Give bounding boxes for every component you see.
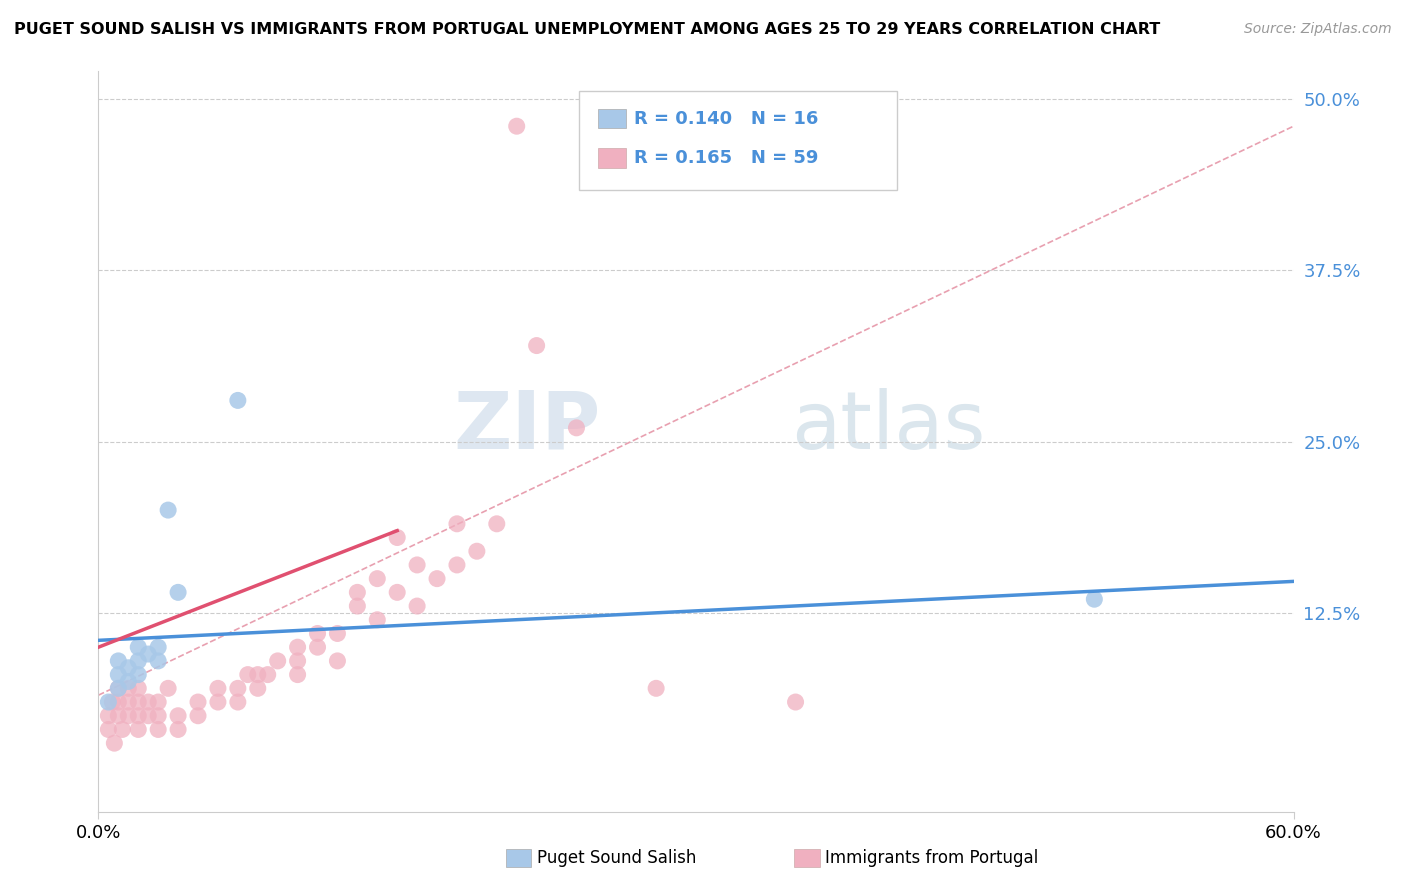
Point [136,695,159,709]
Point [167,723,190,737]
Text: Source: ZipAtlas.com: Source: ZipAtlas.com [1244,22,1392,37]
Point [226,681,249,696]
Point [465,544,488,558]
Point [307,640,329,655]
Point [307,626,329,640]
Point [246,681,269,696]
Point [117,695,139,709]
Point [236,667,259,681]
Point [117,661,139,675]
Text: PUGET SOUND SALISH VS IMMIGRANTS FROM PORTUGAL UNEMPLOYMENT AMONG AGES 25 TO 29 : PUGET SOUND SALISH VS IMMIGRANTS FROM PO… [14,22,1160,37]
Point [785,695,807,709]
Point [148,708,170,723]
Point [127,681,149,696]
Point [127,695,149,709]
Point [117,681,139,696]
Point [565,421,588,435]
Point [127,667,149,681]
Point [187,695,209,709]
Text: Puget Sound Salish: Puget Sound Salish [537,849,696,867]
Point [148,640,170,655]
Point [107,708,129,723]
Point [107,695,129,709]
Point [127,640,149,655]
Point [157,503,180,517]
Point [287,667,309,681]
Point [406,599,429,613]
Point [366,572,388,586]
Point [187,708,209,723]
Point [127,708,149,723]
Point [101,695,124,709]
Point [136,708,159,723]
Text: atlas: atlas [792,388,986,466]
Point [167,585,190,599]
Point [97,723,120,737]
Point [117,674,139,689]
Text: ZIP: ZIP [453,388,600,466]
Point [226,393,249,408]
Point [267,654,290,668]
Point [127,723,149,737]
Point [645,681,668,696]
Point [406,558,429,572]
Text: R = 0.165   N = 59: R = 0.165 N = 59 [634,149,818,167]
Point [103,736,125,750]
Point [326,654,349,668]
Point [97,695,120,709]
Point [385,531,409,545]
Point [426,572,449,586]
Point [366,613,388,627]
Point [287,654,309,668]
Point [107,681,129,696]
Point [207,695,229,709]
Point [226,695,249,709]
Point [157,681,180,696]
Point [446,516,468,531]
Point [346,585,368,599]
Point [207,681,229,696]
Text: R = 0.140   N = 16: R = 0.140 N = 16 [634,110,818,128]
Point [485,516,508,531]
Point [446,558,468,572]
Point [346,599,368,613]
Point [148,695,170,709]
Point [167,708,190,723]
Point [127,654,149,668]
Point [287,640,309,655]
Point [148,723,170,737]
Point [136,647,159,661]
Point [107,667,129,681]
Point [97,708,120,723]
Point [506,119,529,133]
Point [1083,592,1105,607]
Point [526,338,548,352]
Point [148,654,170,668]
Point [111,723,134,737]
Point [117,708,139,723]
Point [246,667,269,681]
Point [107,681,129,696]
Point [256,667,278,681]
Text: Immigrants from Portugal: Immigrants from Portugal [825,849,1039,867]
Point [107,654,129,668]
Point [326,626,349,640]
Point [385,585,409,599]
